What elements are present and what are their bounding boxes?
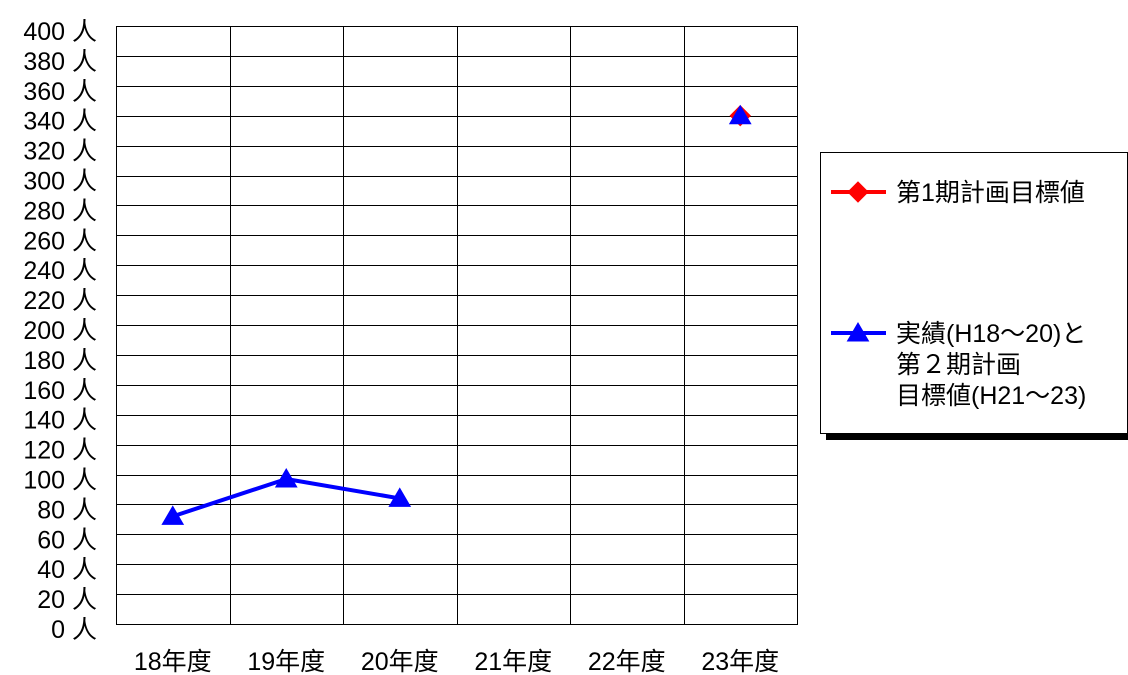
- x-tick-label: 22年度: [588, 648, 666, 675]
- series-1: [161, 104, 752, 525]
- legend-marker: [846, 322, 870, 342]
- y-tick-label: 400 人: [23, 18, 97, 46]
- y-tick-label: 180 人: [23, 347, 97, 375]
- legend-marker: [847, 181, 869, 203]
- legend-label: 第1期計画目標値: [896, 179, 1085, 207]
- x-tick-label: 20年度: [361, 648, 439, 675]
- y-tick-label: 260 人: [23, 227, 97, 255]
- y-tick-label: 140 人: [23, 407, 97, 435]
- legend-entry-0: 第1期計画目標値: [831, 179, 1085, 207]
- legend-label: 第２期計画: [896, 351, 1021, 379]
- data-point-marker: [274, 467, 298, 488]
- x-tick-label: 23年度: [701, 648, 779, 675]
- y-tick-label: 340 人: [23, 108, 97, 136]
- data-point-marker: [161, 505, 185, 525]
- y-tick-label: 160 人: [23, 377, 97, 405]
- y-tick-label: 280 人: [23, 197, 97, 225]
- y-tick-label: 80 人: [37, 496, 97, 524]
- y-tick-label: 240 人: [23, 257, 97, 285]
- y-tick-label: 0 人: [51, 616, 97, 644]
- data-point-marker: [728, 104, 752, 125]
- series-layer: [161, 104, 752, 525]
- y-tick-label: 220 人: [23, 287, 97, 315]
- y-tick-label: 380 人: [23, 48, 97, 76]
- data-point-marker: [388, 487, 412, 507]
- y-tick-label: 60 人: [37, 526, 97, 554]
- y-tick-label: 20 人: [37, 586, 97, 614]
- y-tick-label: 360 人: [23, 78, 97, 106]
- y-tick-label: 100 人: [23, 467, 97, 495]
- x-tick-label: 19年度: [247, 648, 325, 675]
- y-tick-label: 300 人: [23, 168, 97, 196]
- y-tick-label: 200 人: [23, 317, 97, 345]
- y-tick-label: 120 人: [23, 437, 97, 465]
- y-tick-label: 40 人: [37, 556, 97, 584]
- y-tick-label: 320 人: [23, 138, 97, 166]
- x-tick-label: 21年度: [474, 648, 552, 675]
- legend-label: 目標値(H21～23): [896, 382, 1086, 410]
- legend-label: 実績(H18～20)と: [896, 320, 1086, 348]
- plot-border: [116, 26, 798, 625]
- x-axis-labels: 18年度 19年度 20年度 21年度 22年度 23年度: [134, 648, 779, 675]
- gridlines: [116, 26, 798, 625]
- x-tick-label: 18年度: [134, 648, 212, 675]
- legend-box: [820, 152, 1128, 434]
